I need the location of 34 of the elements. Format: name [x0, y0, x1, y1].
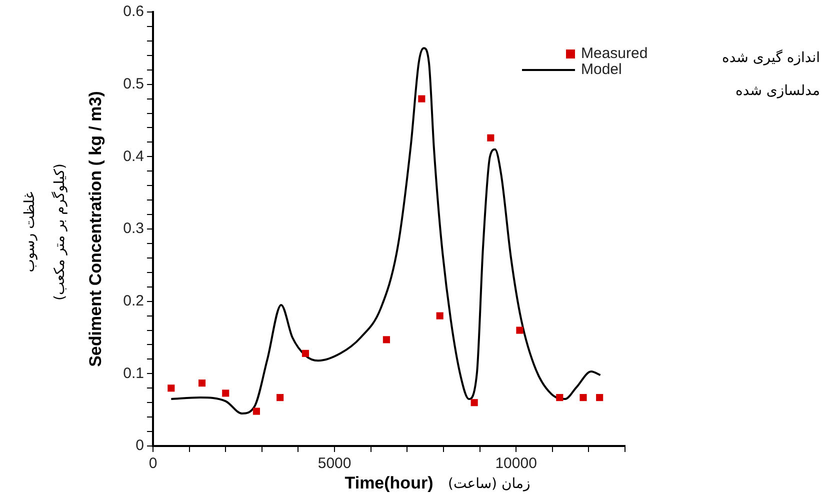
y-tick-label: 0 [136, 437, 144, 454]
point [382, 336, 390, 344]
point [276, 394, 284, 402]
legend-label: Model [581, 61, 622, 78]
text: مدلسازی شده [736, 83, 820, 99]
point [470, 399, 478, 406]
point [222, 390, 230, 397]
text: غلظت رسوب [22, 192, 38, 272]
y-tick-label: 0.2 [123, 292, 144, 310]
y-axis-title: Sediment Concentration ( kg / m3) [86, 91, 105, 367]
legend-label: Measured [581, 45, 648, 62]
y-tick-label: 0.1 [123, 364, 144, 382]
x-tick-label: 10000 [495, 455, 537, 472]
point [418, 95, 426, 102]
y-tick-label: 0.5 [123, 75, 144, 92]
point [596, 394, 604, 402]
point [252, 408, 260, 415]
point [556, 394, 564, 402]
y-tick-label: 0.3 [123, 220, 144, 238]
point [580, 394, 587, 402]
point [198, 380, 206, 387]
y-tick-label: 0.6 [123, 3, 144, 20]
point [516, 326, 524, 334]
point [168, 384, 175, 392]
x-axis-title: Time(hour) [344, 473, 434, 492]
point [487, 134, 494, 142]
text: اندازه گیری شده [722, 50, 820, 66]
point [302, 350, 310, 357]
text: (کیلوگرم بر متر مکعب) [52, 164, 68, 300]
point [436, 312, 444, 320]
x-tick-label: 5000 [318, 455, 352, 472]
x-tick-label: 0 [148, 455, 158, 472]
y-tick-label: 0.4 [123, 148, 144, 165]
text: زمان (ساعت) [448, 476, 530, 492]
